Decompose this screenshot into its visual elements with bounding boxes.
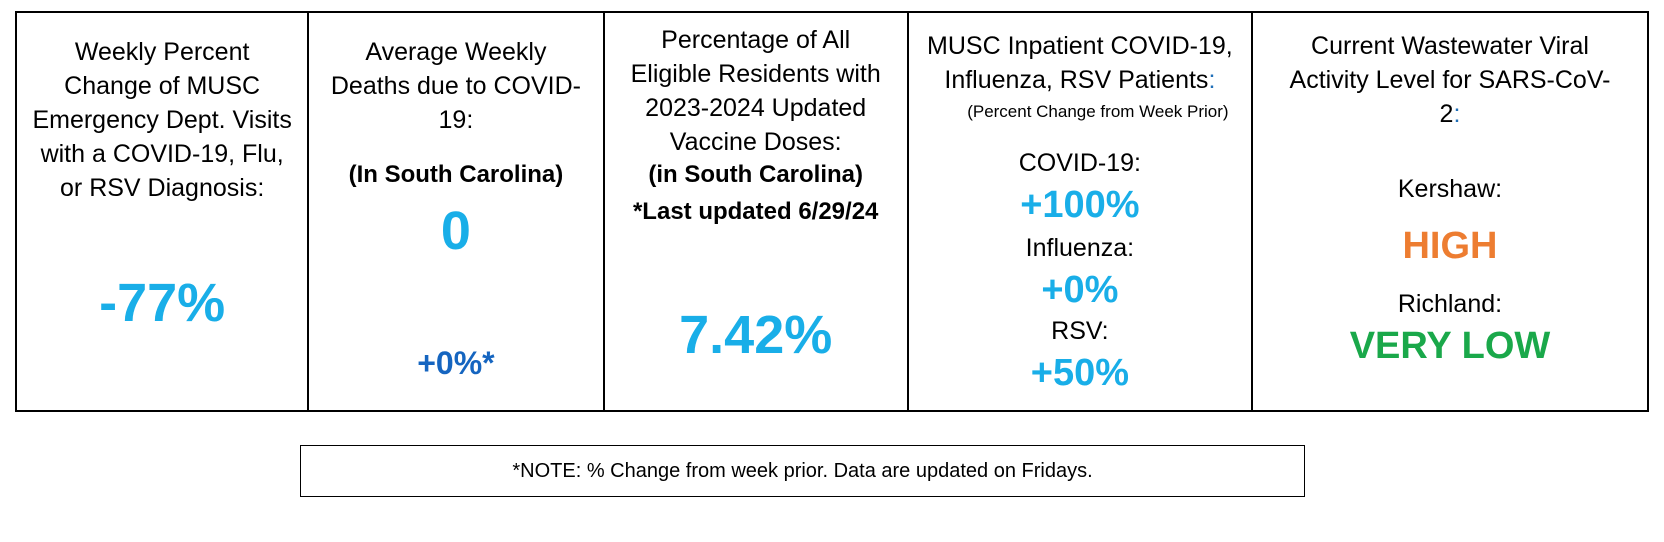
footnote-box: *NOTE: % Change from week prior. Data ar… xyxy=(300,445,1305,497)
inpatient-note: (Percent Change from Week Prior) xyxy=(967,102,1229,121)
richland-level: VERY LOW xyxy=(1349,325,1551,367)
deaths-value: 0 xyxy=(440,201,471,261)
wastewater-title: Current Wastewater Viral Activity Level … xyxy=(1253,29,1647,131)
footnote-text: *NOTE: % Change from week prior. Data ar… xyxy=(512,459,1093,482)
metrics-dashboard: Weekly Percent Change of MUSC Emergency … xyxy=(15,11,1649,412)
vaccine-region: (in South Carolina) xyxy=(648,161,864,188)
deaths-panel: Average Weekly Deaths due to COVID-19: (… xyxy=(309,13,605,410)
deaths-region: (In South Carolina) xyxy=(348,161,564,188)
inpatient-title: MUSC Inpatient COVID-19, Influenza, RSV … xyxy=(909,29,1251,97)
inpatient-title-text: MUSC Inpatient COVID-19, Influenza, RSV … xyxy=(927,32,1233,94)
wastewater-title-colon: : xyxy=(1453,100,1461,128)
vaccine-last-updated: *Last updated 6/29/24 xyxy=(632,198,879,225)
vaccine-title: Percentage of All Eligible Residents wit… xyxy=(630,26,881,156)
vaccine-panel: Percentage of All Eligible Residents wit… xyxy=(605,13,909,410)
inpatient-covid-label: COVID-19: xyxy=(1018,149,1142,177)
richland-label: Richland: xyxy=(1397,290,1503,318)
deaths-change: +0%* xyxy=(417,345,495,381)
ed-visits-value: -77% xyxy=(99,273,226,333)
kershaw-level: HIGH xyxy=(1402,225,1498,267)
inpatient-title-colon: : xyxy=(1208,66,1216,94)
inpatient-covid-value: +100% xyxy=(1020,184,1140,226)
vaccine-value: 7.42% xyxy=(679,305,833,365)
inpatient-flu-label: Influenza: xyxy=(1025,234,1135,262)
ed-visits-title: Weekly Percent Change of MUSC Emergency … xyxy=(32,38,292,202)
kershaw-label: Kershaw: xyxy=(1397,175,1503,203)
wastewater-panel: Current Wastewater Viral Activity Level … xyxy=(1253,13,1647,410)
inpatient-panel: MUSC Inpatient COVID-19, Influenza, RSV … xyxy=(909,13,1253,410)
inpatient-rsv-value: +50% xyxy=(1030,352,1130,394)
ed-visits-panel: Weekly Percent Change of MUSC Emergency … xyxy=(17,13,310,410)
inpatient-flu-value: +0% xyxy=(1041,269,1119,311)
inpatient-rsv-label: RSV: xyxy=(1051,317,1109,345)
deaths-title: Average Weekly Deaths due to COVID-19: xyxy=(330,38,581,134)
wastewater-title-text: Current Wastewater Viral Activity Level … xyxy=(1289,32,1611,128)
